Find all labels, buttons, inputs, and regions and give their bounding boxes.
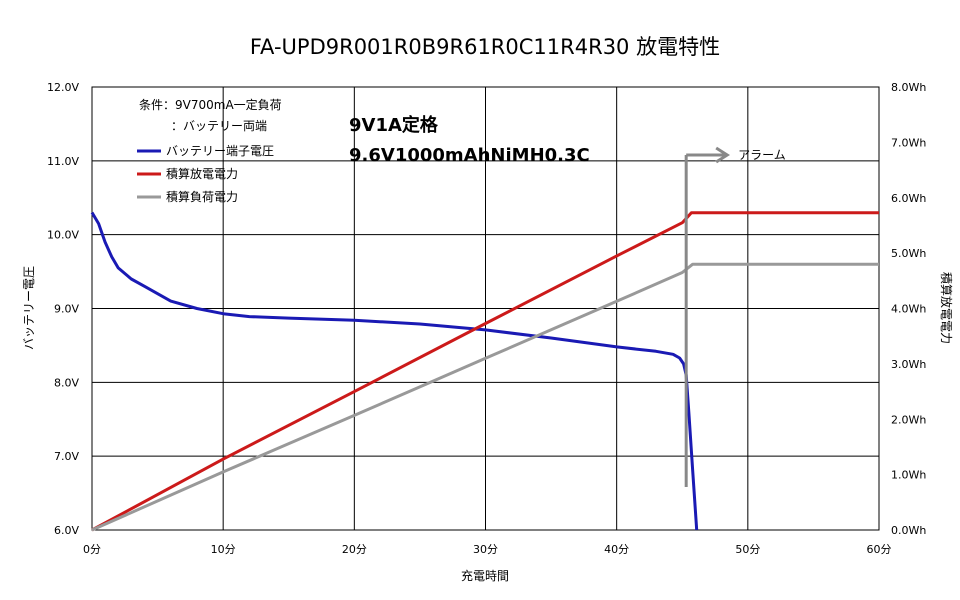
y-left-tick-label: 6.0V — [54, 524, 79, 537]
x-tick-label: 10分 — [211, 543, 236, 556]
y-left-tick-label: 12.0V — [47, 81, 79, 94]
alarm-label: アラーム — [738, 148, 786, 162]
y-left-tick-label: 7.0V — [54, 450, 79, 463]
x-tick-label: 40分 — [604, 543, 629, 556]
y-left-tick-label: 11.0V — [47, 155, 79, 168]
x-tick-label: 0分 — [83, 543, 101, 556]
y-right-tick-label: 2.0Wh — [891, 413, 926, 426]
x-axis-title: 充電時間 — [461, 568, 509, 583]
y-left-tick-label: 9.0V — [54, 303, 79, 316]
x-tick-label: 50分 — [735, 543, 760, 556]
y-right-tick-label: 4.0Wh — [891, 303, 926, 316]
y-left-tick-label: 10.0V — [47, 229, 79, 242]
y-right-tick-label: 1.0Wh — [891, 469, 926, 482]
y-right-tick-label: 3.0Wh — [891, 358, 926, 371]
x-tick-label: 30分 — [473, 543, 498, 556]
battery-annotation: 9.6V1000mAhNiMH0.3C — [349, 145, 590, 166]
y-right-tick-label: 0.0Wh — [891, 524, 926, 537]
y-axis-left-title: バッテリー電圧 — [22, 266, 36, 350]
condition-line-1: 条件：9V700mA一定負荷 — [139, 97, 282, 112]
y-right-tick-label: 6.0Wh — [891, 192, 926, 205]
y-left-tick-label: 8.0V — [54, 376, 79, 389]
condition-line-2: ：バッテリー両端 — [171, 119, 267, 133]
y-right-tick-label: 8.0Wh — [891, 81, 926, 94]
legend-label: 積算放電電力 — [166, 166, 238, 181]
y-right-tick-label: 5.0Wh — [891, 247, 926, 260]
chart-title: FA-UPD9R001R0B9R61R0C11R4R30 放電特性 — [250, 35, 720, 59]
rating-annotation: 9V1A定格 — [349, 114, 439, 136]
y-axis-right-title: 積算放電電力 — [939, 272, 954, 344]
x-tick-label: 60分 — [867, 543, 892, 556]
y-right-tick-label: 7.0Wh — [891, 136, 926, 149]
legend-label: バッテリー端子電圧 — [166, 144, 274, 158]
x-tick-label: 20分 — [342, 543, 367, 556]
legend-label: 積算負荷電力 — [166, 189, 238, 204]
